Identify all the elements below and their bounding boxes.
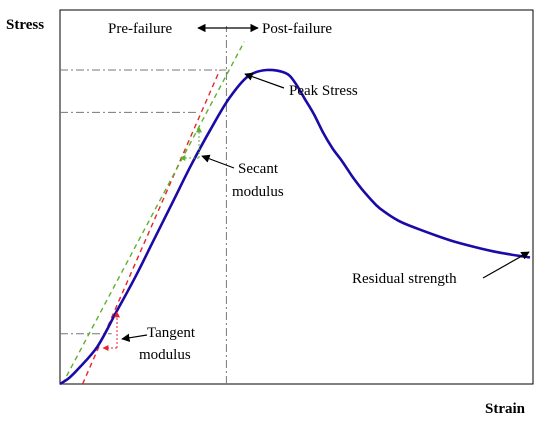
peak-stress-arrow	[244, 72, 285, 89]
y-axis-title: Stress	[6, 17, 44, 33]
x-axis-title: Strain	[485, 401, 526, 417]
series-group	[59, 68, 531, 386]
secant-modulus-triangle	[179, 126, 202, 161]
tangent-modulus-label-line2: modulus	[139, 347, 191, 363]
tangent-modulus-triangle	[102, 311, 120, 351]
residual-strength-label: Residual strength	[352, 271, 457, 287]
secant-line	[61, 41, 245, 385]
peak-stress-label: Peak Stress	[289, 83, 358, 99]
post-failure-label: Post-failure	[262, 21, 332, 37]
secant-modulus-label-line2: modulus	[232, 184, 284, 200]
pre-failure-label: Pre-failure	[108, 21, 172, 37]
secant-modulus-arrow	[201, 154, 235, 169]
secant-modulus-label-line1: Secant	[238, 161, 279, 177]
plot-frame	[59, 9, 534, 385]
stress-strain-curve	[59, 68, 531, 386]
tangent-modulus-arrow	[121, 333, 148, 342]
tangent-modulus-label-line1: Tangent	[147, 325, 196, 341]
residual-strength-arrow	[482, 251, 530, 279]
